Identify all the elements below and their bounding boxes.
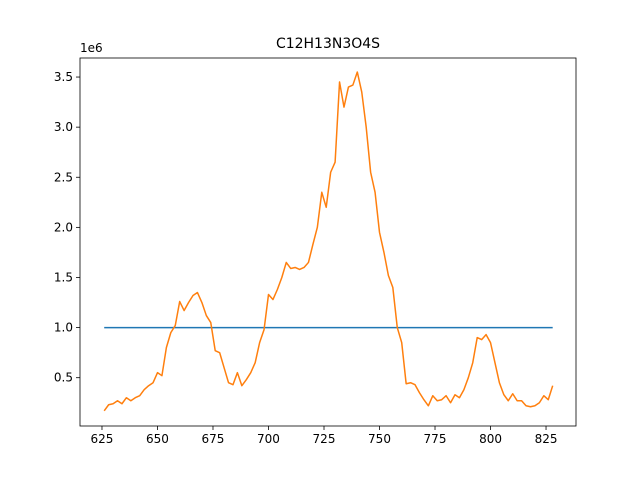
chart-title: C12H13N3O4S: [276, 36, 380, 52]
y-tick-label: 0.5: [54, 371, 73, 385]
x-tick-label: 775: [424, 432, 447, 446]
y-offset-label: 1e6: [80, 41, 103, 55]
y-tick-label: 3.0: [54, 120, 73, 134]
x-tick-label: 650: [146, 432, 169, 446]
x-tick-label: 800: [479, 432, 502, 446]
x-tick-label: 725: [313, 432, 336, 446]
y-tick-label: 1.5: [54, 270, 73, 284]
y-tick-label: 2.5: [54, 170, 73, 184]
y-tick-label: 1.0: [54, 321, 73, 335]
x-tick-label: 825: [535, 432, 558, 446]
y-tick-label: 2.0: [54, 220, 73, 234]
x-tick-label: 625: [91, 432, 114, 446]
x-tick-label: 675: [202, 432, 225, 446]
y-tick-label: 3.5: [54, 70, 73, 84]
x-tick-label: 700: [257, 432, 280, 446]
plot-frame: [79, 57, 577, 427]
x-tick-label: 750: [368, 432, 391, 446]
series-line: [103, 71, 554, 412]
